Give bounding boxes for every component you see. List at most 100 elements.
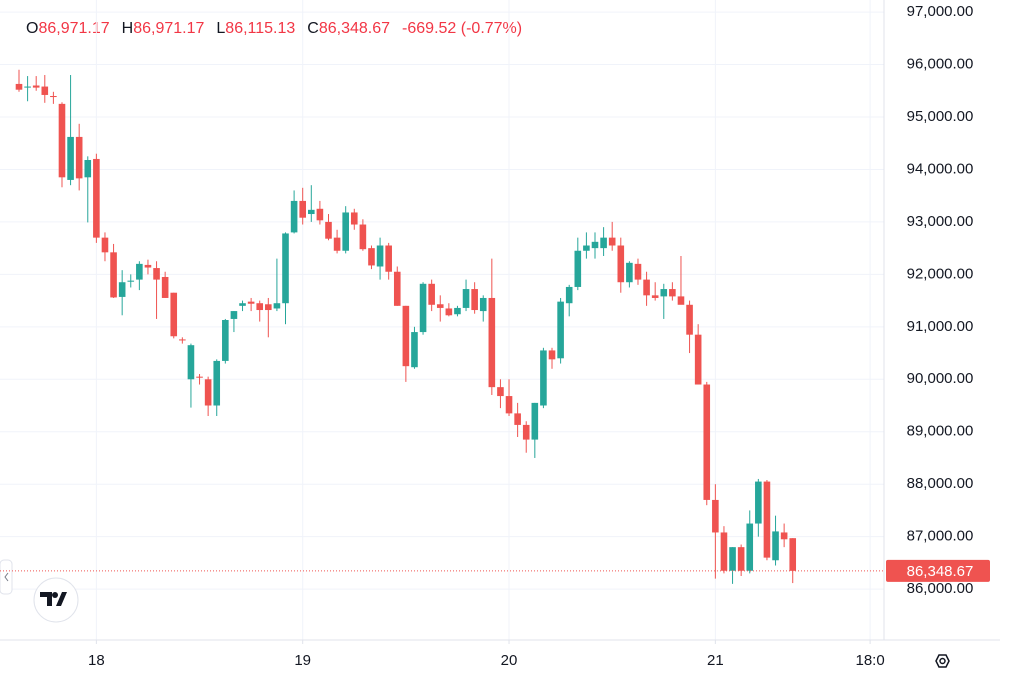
candle-body: [574, 250, 582, 287]
y-tick-label: 96,000.00: [907, 55, 974, 72]
candle-body: [118, 282, 126, 297]
y-tick-label: 95,000.00: [907, 108, 974, 125]
candle-body: [600, 237, 607, 249]
candle-body: [660, 289, 668, 297]
candle-body: [144, 264, 152, 268]
x-tick-label: 21: [707, 652, 724, 669]
y-tick-label: 90,000.00: [907, 370, 974, 387]
grid: [0, 0, 884, 640]
candle-body: [376, 245, 384, 267]
x-tick-label: 19: [294, 652, 311, 669]
candle-body: [393, 271, 401, 306]
ohlc-key: O: [26, 20, 39, 37]
candle-body: [230, 311, 238, 319]
candle-body: [755, 481, 762, 524]
candle-body: [462, 289, 470, 308]
candle-body: [93, 158, 100, 238]
candle-body: [720, 532, 728, 571]
candle-body: [634, 263, 642, 280]
y-tick-label: 94,000.00: [907, 160, 974, 177]
candle-body: [153, 268, 160, 280]
candle-body: [703, 384, 711, 500]
candle-body: [136, 263, 143, 280]
x-tick-label: 18:0: [856, 652, 885, 669]
candle-body: [471, 289, 478, 311]
candle-body: [84, 160, 92, 178]
ohlc-value: 86,971.17: [133, 20, 205, 37]
candle-body: [101, 237, 109, 253]
candle-body: [772, 531, 779, 561]
y-tick-label: 89,000.00: [907, 423, 974, 440]
candle-body: [170, 292, 178, 337]
last-price-box: [886, 559, 990, 582]
candle-body: [643, 279, 650, 296]
candle-body: [325, 221, 332, 239]
candle-body: [737, 547, 745, 571]
candle-body: [686, 304, 693, 335]
candle-body: [15, 83, 23, 90]
candle-body: [342, 212, 349, 251]
candle-body: [161, 276, 169, 298]
candle-body: [50, 96, 57, 98]
candle-body: [548, 350, 556, 360]
candle-body: [514, 413, 521, 425]
candle-body: [402, 305, 410, 367]
candle-body: [677, 296, 685, 305]
settings-icon[interactable]: [935, 654, 950, 668]
candle-body: [780, 532, 788, 540]
candle-body: [712, 499, 719, 533]
candle-body: [454, 307, 461, 315]
y-tick-label: 97,000.00: [907, 3, 974, 20]
candle-body: [316, 208, 324, 221]
candle-body: [763, 481, 771, 558]
candle-body: [617, 245, 625, 283]
ohlc-item: C86,348.67: [307, 20, 390, 38]
candle-body: [67, 136, 74, 180]
y-tick-label: 86,000.00: [907, 580, 974, 597]
y-tick-label: 92,000.00: [907, 265, 974, 282]
tv-logo: [33, 577, 79, 623]
candle-body: [497, 387, 504, 397]
candle-body: [256, 303, 264, 311]
candle-body: [591, 241, 599, 249]
candle-body: [436, 304, 444, 308]
x-tick-label: 18: [88, 652, 105, 669]
candle-body: [522, 424, 530, 440]
candle-body: [110, 252, 117, 298]
candle-body: [239, 303, 246, 306]
candle-body: [540, 350, 547, 406]
y-tick-label: 87,000.00: [907, 528, 974, 545]
candle-body: [669, 289, 676, 297]
candle-body: [583, 245, 590, 251]
candle-body: [290, 200, 298, 233]
ohlc-item: H86,971.17: [122, 20, 205, 38]
candle-body: [368, 248, 375, 266]
candle-body: [445, 308, 453, 316]
candle-body: [565, 286, 573, 304]
candle-body: [196, 376, 203, 378]
last-price-label: 86,348.67: [907, 563, 974, 580]
collapse-tab[interactable]: [0, 559, 13, 595]
candle-body: [179, 339, 186, 341]
candle-body: [746, 523, 754, 571]
candle-body: [729, 547, 736, 571]
candle-body: [58, 103, 66, 178]
candle-body: [213, 360, 221, 406]
candle-body: [385, 245, 392, 272]
x-tick-label: 20: [501, 652, 518, 669]
candle-body: [282, 233, 289, 304]
candle-body: [419, 283, 427, 333]
ohlc-item: O86,971.17: [26, 20, 110, 38]
candle-body: [127, 280, 135, 282]
candle-body: [428, 283, 435, 305]
candle-body: [204, 379, 212, 406]
y-tick-label: 88,000.00: [907, 475, 974, 492]
candle-body: [557, 301, 564, 359]
ohlc-key: L: [216, 20, 226, 37]
ohlc-key: C: [307, 20, 319, 37]
candle-body: [626, 262, 633, 283]
candle-body: [187, 345, 195, 380]
y-tick-label: 91,000.00: [907, 318, 974, 335]
ohlc-item: L86,115.13: [216, 20, 295, 38]
